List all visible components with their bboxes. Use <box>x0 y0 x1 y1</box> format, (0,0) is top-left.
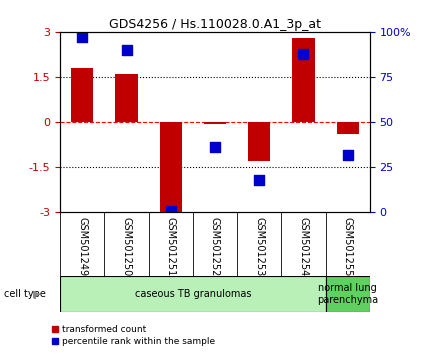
Point <box>344 152 351 158</box>
Text: caseous TB granulomas: caseous TB granulomas <box>135 289 251 299</box>
Bar <box>60 276 326 312</box>
Text: cell type: cell type <box>4 289 46 299</box>
Text: ▶: ▶ <box>33 289 40 299</box>
Point <box>167 208 174 213</box>
Bar <box>204 122 226 124</box>
Text: normal lung
parenchyma: normal lung parenchyma <box>317 283 378 305</box>
Bar <box>326 276 370 312</box>
Point <box>300 51 307 56</box>
Bar <box>248 122 270 161</box>
Text: GSM501254: GSM501254 <box>298 217 308 277</box>
Text: GSM501255: GSM501255 <box>343 217 353 277</box>
Text: GSM501250: GSM501250 <box>122 217 132 277</box>
Legend: transformed count, percentile rank within the sample: transformed count, percentile rank withi… <box>47 321 219 349</box>
Point <box>212 144 218 150</box>
Text: GSM501252: GSM501252 <box>210 217 220 277</box>
Text: GSM501249: GSM501249 <box>77 217 87 276</box>
Bar <box>160 122 182 212</box>
Bar <box>116 74 138 122</box>
Text: GSM501251: GSM501251 <box>166 217 176 277</box>
Point <box>79 34 86 40</box>
Bar <box>337 122 359 134</box>
Point <box>256 177 263 183</box>
Text: GSM501253: GSM501253 <box>254 217 264 277</box>
Bar <box>71 68 93 122</box>
Title: GDS4256 / Hs.110028.0.A1_3p_at: GDS4256 / Hs.110028.0.A1_3p_at <box>109 18 321 31</box>
Bar <box>292 38 314 122</box>
Point <box>123 47 130 53</box>
